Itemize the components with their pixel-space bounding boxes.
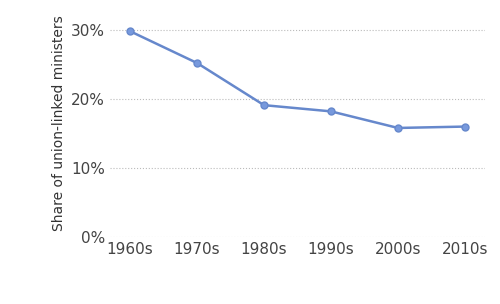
- Y-axis label: Share of union-linked ministers: Share of union-linked ministers: [52, 15, 66, 231]
